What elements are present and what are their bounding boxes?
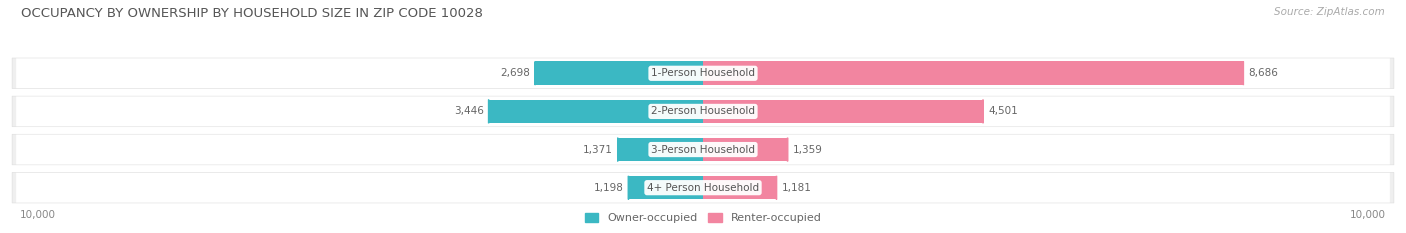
Text: 8,686: 8,686 <box>1249 68 1278 78</box>
FancyBboxPatch shape <box>17 96 1389 126</box>
FancyBboxPatch shape <box>13 96 1393 127</box>
Text: Source: ZipAtlas.com: Source: ZipAtlas.com <box>1274 7 1385 17</box>
Text: OCCUPANCY BY OWNERSHIP BY HOUSEHOLD SIZE IN ZIP CODE 10028: OCCUPANCY BY OWNERSHIP BY HOUSEHOLD SIZE… <box>21 7 484 20</box>
Bar <box>703 138 787 161</box>
Legend: Owner-occupied, Renter-occupied: Owner-occupied, Renter-occupied <box>581 208 825 227</box>
Bar <box>628 176 703 199</box>
FancyBboxPatch shape <box>17 58 1389 88</box>
FancyBboxPatch shape <box>17 135 1389 164</box>
FancyBboxPatch shape <box>13 172 1393 203</box>
Text: 10,000: 10,000 <box>1350 210 1386 220</box>
Text: 3,446: 3,446 <box>454 106 484 116</box>
Bar <box>703 176 776 199</box>
Text: 4,501: 4,501 <box>988 106 1018 116</box>
Text: 1,181: 1,181 <box>782 183 811 193</box>
FancyBboxPatch shape <box>13 58 1393 89</box>
Bar <box>617 138 703 161</box>
Text: 1,359: 1,359 <box>793 144 823 154</box>
Text: 1-Person Household: 1-Person Household <box>651 68 755 78</box>
FancyBboxPatch shape <box>17 173 1389 202</box>
Text: 4+ Person Household: 4+ Person Household <box>647 183 759 193</box>
Text: 10,000: 10,000 <box>20 210 56 220</box>
Text: 1,371: 1,371 <box>583 144 613 154</box>
Text: 2,698: 2,698 <box>501 68 530 78</box>
Text: 3-Person Household: 3-Person Household <box>651 144 755 154</box>
Bar <box>703 62 1243 85</box>
Bar <box>536 62 703 85</box>
Text: 1,198: 1,198 <box>593 183 623 193</box>
FancyBboxPatch shape <box>13 134 1393 165</box>
Bar <box>489 99 703 123</box>
Bar <box>703 99 983 123</box>
Text: 2-Person Household: 2-Person Household <box>651 106 755 116</box>
